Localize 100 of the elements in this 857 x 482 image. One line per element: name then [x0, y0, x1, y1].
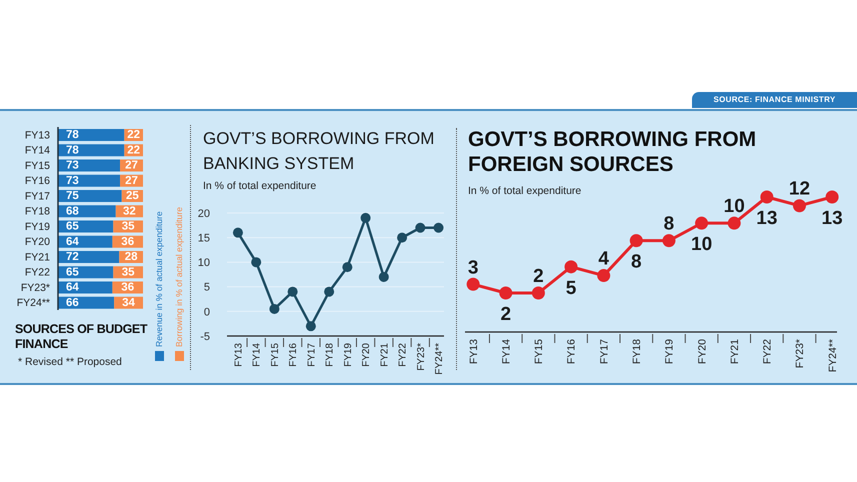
chart-subtitle: In % of total expenditure [203, 180, 316, 192]
y-tick-label: FY20 [24, 236, 50, 248]
point [826, 190, 839, 204]
data-label: 65 [66, 220, 80, 232]
bar [58, 160, 120, 172]
point [760, 190, 774, 204]
chart-title: GOVT’S BORROWING FROM FOREIGN SOURCES [468, 127, 758, 177]
x-tick-label: FY14 [500, 338, 512, 364]
x-tick-label: FY24** [826, 339, 839, 372]
data-label: 78 [66, 144, 80, 156]
point [251, 257, 262, 268]
point [564, 260, 578, 274]
point [342, 262, 352, 272]
x-tick-label: FY21 [728, 338, 741, 364]
data-label: 66 [66, 296, 79, 309]
point [499, 286, 512, 300]
data-label: 13 [756, 208, 778, 229]
y-tick-label: FY17 [24, 190, 50, 202]
data-label: 22 [127, 144, 140, 156]
y-tick-label: FY24** [16, 297, 50, 310]
data-label: 13 [822, 208, 843, 229]
y-tick-label: 5 [204, 282, 210, 294]
data-label: 4 [598, 248, 610, 270]
point [397, 232, 408, 243]
source-note: SOURCE: FINANCE MINISTRY [692, 92, 857, 108]
point [324, 286, 334, 297]
data-label: 34 [122, 296, 136, 309]
point [232, 228, 243, 238]
y-tick-label: -5 [200, 330, 210, 343]
x-tick-label: FY22 [762, 338, 774, 364]
data-label: 36 [121, 282, 134, 294]
x-tick-label: FY14 [252, 342, 263, 367]
x-tick-label: FY20 [696, 338, 708, 364]
x-tick-label: FY20 [361, 342, 372, 367]
data-label: 68 [66, 205, 80, 218]
y-tick-label: 15 [198, 232, 210, 245]
bar [58, 251, 120, 263]
y-tick-label: 10 [198, 257, 210, 270]
x-tick-label: FY16 [288, 342, 300, 367]
data-label: 10 [724, 196, 745, 218]
text: Borrowing in % of actual expenditure [174, 207, 184, 347]
x-tick-label: FY18 [324, 342, 336, 367]
data-label: 27 [125, 174, 138, 187]
data-label: 22 [127, 129, 140, 141]
x-tick-label: FY13 [233, 342, 244, 367]
x-tick-label: FY13 [468, 338, 480, 364]
data-label: 64 [66, 236, 80, 248]
point [792, 199, 806, 212]
x-tick-label: FY15 [270, 342, 281, 367]
x-tick-label: FY19 [664, 338, 676, 364]
point [466, 278, 480, 291]
point [360, 212, 371, 223]
text: SOURCES OF BUDGET FINANCE [15, 322, 148, 352]
y-tick-label: FY15 [24, 160, 50, 172]
y-tick-label: 20 [198, 208, 210, 220]
data-label: 73 [66, 174, 79, 187]
chart-title: GOVT’S BORROWING FROM BANKING SYSTEM [203, 128, 436, 175]
x-tick-label: FY21 [379, 342, 390, 367]
data-label: 28 [124, 251, 138, 263]
y-tick-label: FY16 [24, 175, 50, 188]
y-tick-label: FY22 [24, 266, 50, 279]
data-label: 78 [66, 129, 80, 141]
x-tick-label: FY17 [306, 342, 318, 367]
point [434, 222, 444, 233]
data-label: 32 [123, 205, 136, 218]
point [288, 286, 298, 297]
point [269, 304, 280, 314]
point [306, 321, 316, 332]
x-tick-label: FY23* [794, 339, 806, 368]
data-label: 36 [121, 236, 134, 248]
data-label: 35 [122, 266, 136, 278]
data-label: 72 [66, 251, 79, 263]
data-label: 5 [566, 278, 577, 299]
data-label: 8 [664, 214, 674, 235]
data-label: 3 [468, 257, 478, 278]
y-tick-label: FY21 [24, 251, 50, 264]
x-tick-label: FY23* [416, 342, 427, 371]
text: Revenue in % of actual expenditure [154, 211, 164, 347]
data-label: 64 [66, 282, 80, 294]
y-tick-label: FY14 [24, 144, 50, 157]
point [630, 234, 643, 248]
y-tick-label: FY18 [24, 206, 50, 218]
data-label: 75 [66, 190, 80, 202]
bar [58, 190, 122, 202]
data-label: 73 [66, 160, 79, 172]
point [728, 216, 741, 230]
bar [58, 174, 120, 187]
x-tick-label: FY17 [598, 338, 610, 364]
x-tick-label: FY18 [630, 338, 643, 364]
point [662, 234, 676, 248]
data-label: 12 [788, 178, 810, 200]
bar [58, 144, 124, 156]
data-label: 25 [126, 190, 140, 202]
text: * Revised ** Proposed [18, 356, 122, 368]
point [532, 286, 545, 300]
x-tick-label: FY24** [434, 342, 446, 375]
bar [58, 129, 124, 141]
x-tick-label: FY16 [566, 338, 578, 364]
point [415, 222, 426, 233]
data-label: 2 [500, 304, 512, 325]
